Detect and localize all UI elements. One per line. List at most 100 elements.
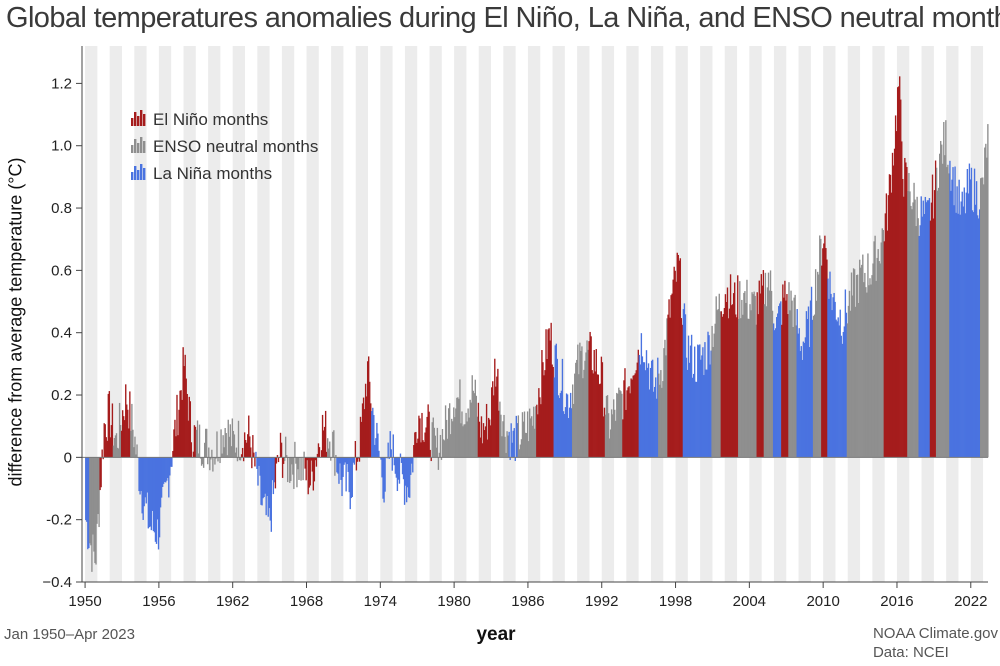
bar-neutral [222,435,224,458]
bar-la_nina [387,442,389,458]
bar-neutral [500,414,502,458]
bar-neutral [91,457,93,572]
bar-el_nino [280,442,283,458]
bar-neutral [112,445,115,458]
bar-el_nino [933,190,936,458]
bar-el_nino [183,366,185,458]
bar-la_nina [802,341,805,458]
bar-neutral [717,309,719,458]
bar-el_nino [185,378,187,458]
bar-neutral [854,306,857,458]
bar-el_nino [172,450,174,458]
bar-la_nina [164,457,166,482]
bar-la_nina [779,303,781,458]
bar-la_nina [643,362,646,458]
bar-neutral [98,457,100,528]
bar-la_nina [138,457,140,492]
bar-la_nina [683,303,686,458]
bar-neutral [199,457,202,459]
bar-el_nino [128,428,130,458]
bar-el_nino [356,457,359,462]
bar-la_nina [830,293,832,458]
bar-el_nino [420,442,422,458]
bar-neutral [235,447,238,458]
bar-el_nino [669,317,671,458]
bar-neutral [134,436,136,458]
bar-el_nino [681,324,684,458]
bar-la_nina [964,213,967,458]
bar-el_nino [184,354,186,458]
bar-la_nina [377,433,379,458]
bar-neutral [817,271,819,458]
bar-neutral [621,393,623,458]
bar-el_nino [483,430,486,458]
bar-neutral [459,379,461,458]
bar-la_nina [169,457,171,476]
bar-neutral [851,295,854,458]
bar-la_nina [350,457,352,499]
bar-neutral [619,390,621,458]
year-band-1982 [478,46,492,582]
bar-la_nina [974,204,977,458]
bar-el_nino [246,442,248,458]
bar-neutral [470,402,472,458]
bar-neutral [863,282,865,458]
bar-la_nina [774,328,777,458]
bar-la_nina [649,367,652,458]
bar-la_nina [651,359,654,458]
bar-la_nina [800,346,802,458]
bar-el_nino [673,266,675,458]
bar-la_nina [796,309,798,458]
bar-neutral [819,235,821,458]
bar-el_nino [893,148,896,458]
bar-la_nina [809,300,812,458]
bar-la_nina [144,457,146,498]
legend-swatch-el_nino [140,110,143,126]
bar-la_nina [695,381,697,458]
bar-la_nina [412,457,414,473]
bar-la_nina [262,457,264,499]
bar-la_nina [837,317,839,458]
bar-la_nina [397,457,400,480]
bar-el_nino [306,457,308,461]
bar-neutral [463,424,465,458]
bar-el_nino [240,454,243,458]
bar-el_nino [759,293,761,458]
bar-neutral [89,457,91,544]
bar-neutral [872,263,874,458]
bar-la_nina [773,330,776,458]
bar-el_nino [105,437,107,458]
bar-neutral [473,393,475,458]
bar-neutral [572,384,574,458]
bar-la_nina [922,200,924,458]
bar-la_nina [965,192,968,458]
bar-neutral [474,379,476,458]
bar-la_nina [707,331,709,458]
bar-neutral [231,418,234,458]
bar-neutral [938,153,941,458]
bar-la_nina [392,434,394,458]
bar-la_nina [373,415,375,458]
bar-la_nina [559,393,562,458]
bar-neutral [467,408,469,458]
bar-el_nino [623,380,625,458]
bar-neutral [237,420,240,458]
bar-el_nino [423,442,425,458]
bar-neutral [790,290,792,458]
bar-neutral [575,362,577,458]
bar-el_nino [547,329,549,458]
bar-neutral [750,310,752,458]
x-tick-label: 1962 [216,593,249,610]
bar-el_nino [626,390,628,458]
bar-la_nina [386,457,388,459]
y-tick-label: 0.4 [51,325,72,342]
bar-neutral [455,408,457,458]
bar-el_nino [631,379,633,458]
bar-neutral [815,300,818,458]
bar-neutral [207,457,209,465]
bar-neutral [523,411,526,458]
bar-el_nino [314,457,317,461]
legend-swatch-el_nino [137,116,140,126]
bar-la_nina [372,407,374,458]
x-tick-label: 1974 [364,593,397,610]
